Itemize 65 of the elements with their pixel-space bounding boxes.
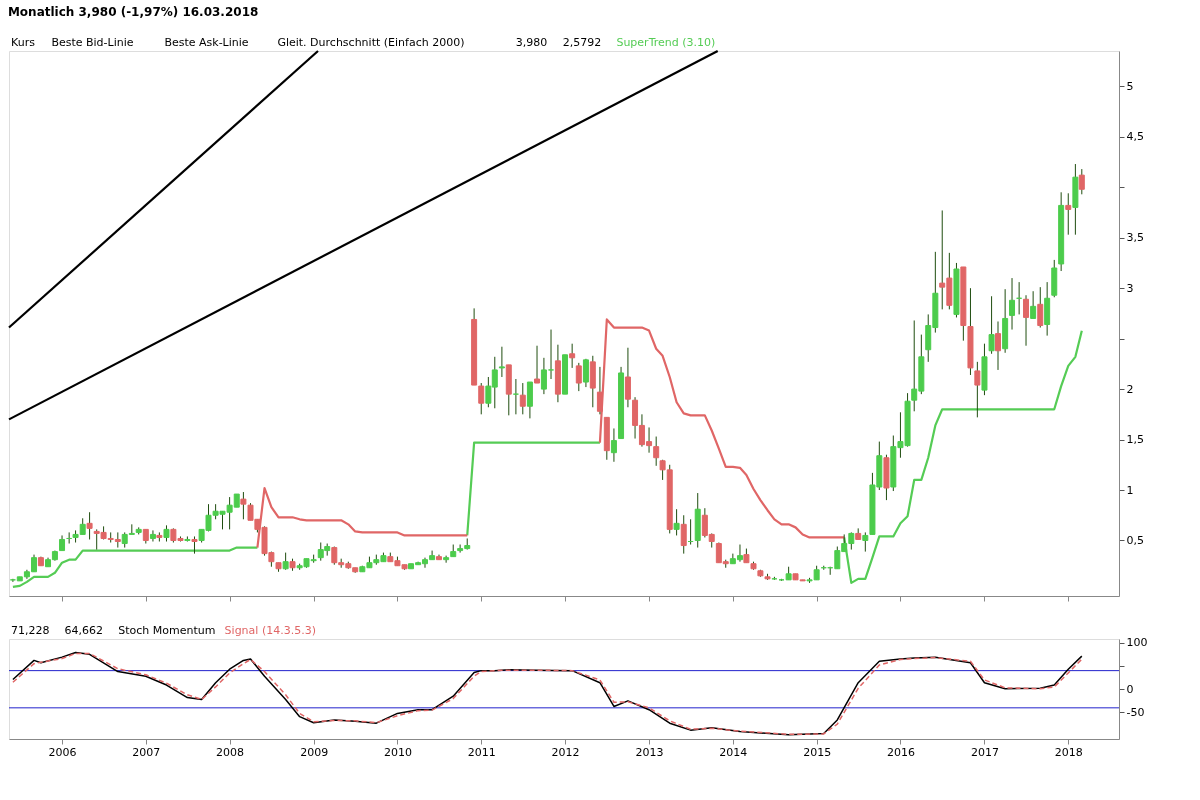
candlestick [1009, 277, 1016, 331]
candlestick [569, 343, 576, 369]
candlestick [610, 427, 617, 463]
candlestick [575, 362, 582, 392]
x-tick-label: 2010 [383, 745, 412, 759]
x-tick-label: 2009 [300, 745, 329, 759]
candlestick [548, 329, 555, 380]
text: 3,980 [515, 36, 548, 49]
y-tick-label: 1,5 [1126, 433, 1144, 447]
y-tick-label: 3,5 [1126, 231, 1144, 245]
text: Kurs [11, 36, 36, 49]
candlestick [1030, 290, 1037, 319]
candlestick [988, 295, 995, 355]
chart-title: Monatlich 3,980 (-1,97%) 16.03.2018 [7, 5, 259, 19]
candlestick [86, 511, 93, 540]
text: 2,5792 [562, 36, 602, 49]
x-tick-label: 2013 [635, 745, 664, 759]
x-tick-label: 2014 [719, 745, 748, 759]
candlestick [540, 357, 547, 395]
candlestick [498, 346, 505, 378]
x-tick-label: 2015 [803, 745, 832, 759]
candlestick [653, 436, 660, 467]
text: Signal (14.3.5.3) [224, 624, 316, 637]
y-tick-label: 4,5 [1126, 130, 1144, 144]
candlestick [680, 514, 687, 555]
x-tick-label: 2006 [48, 745, 77, 759]
text: SuperTrend (3.10) [616, 36, 716, 49]
x-tick-label: 2011 [467, 745, 496, 759]
candlestick [534, 345, 541, 384]
y-tick-label: 5 [1126, 79, 1134, 93]
candlestick [582, 358, 589, 388]
candlestick [1037, 286, 1044, 329]
y-tick-label: 1 [1126, 483, 1134, 497]
y-tick-label: 3 [1126, 281, 1134, 295]
y-tick-label: 0 [1126, 682, 1134, 696]
text: Beste Ask-Linie [164, 36, 249, 49]
x-tick-label: 2018 [1054, 745, 1083, 759]
candlestick [862, 531, 869, 553]
text: 71,228 [11, 624, 50, 637]
candlestick [995, 320, 1002, 371]
text: Stoch Momentum [118, 624, 216, 637]
candlestick [974, 361, 981, 418]
text: Gleit. Durchschnitt (Einfach 2000) [277, 36, 465, 49]
candlestick [519, 382, 526, 415]
x-tick-label: 2016 [886, 745, 915, 759]
text: 64,662 [64, 624, 104, 637]
candlestick [1023, 294, 1030, 347]
x-tick-label: 2017 [970, 745, 999, 759]
x-tick-label: 2008 [216, 745, 245, 759]
text: Beste Bid-Linie [51, 36, 134, 49]
candlestick [624, 347, 631, 408]
x-tick-label: 2007 [132, 745, 161, 759]
candlestick [1078, 168, 1085, 195]
candlestick [240, 491, 247, 520]
candlestick [1065, 192, 1072, 236]
candlestick [149, 529, 156, 542]
candlestick [596, 366, 603, 415]
y-tick-label: 100 [1126, 636, 1148, 650]
candlestick [512, 378, 519, 415]
y-tick-label: -50 [1126, 705, 1145, 719]
x-tick-label: 2012 [551, 745, 580, 759]
candlestick [673, 508, 680, 536]
y-tick-label: 0,5 [1126, 533, 1144, 547]
y-tick-label: 2 [1126, 382, 1134, 396]
candlestick [443, 555, 450, 564]
